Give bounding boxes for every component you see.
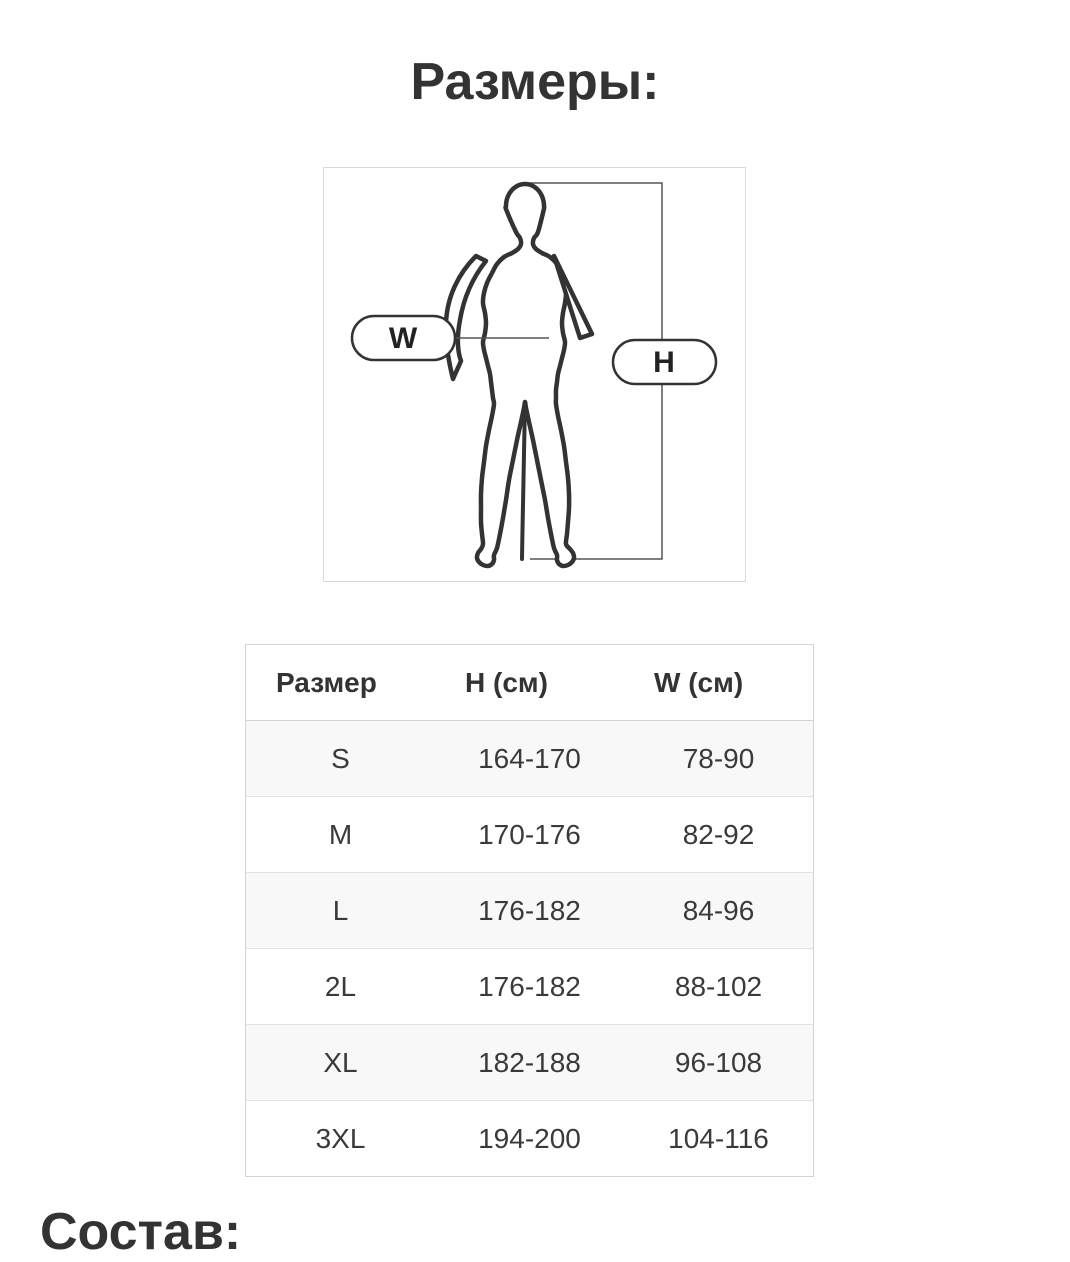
svg-text:H: H xyxy=(653,346,675,379)
svg-text:W: W xyxy=(389,322,418,355)
